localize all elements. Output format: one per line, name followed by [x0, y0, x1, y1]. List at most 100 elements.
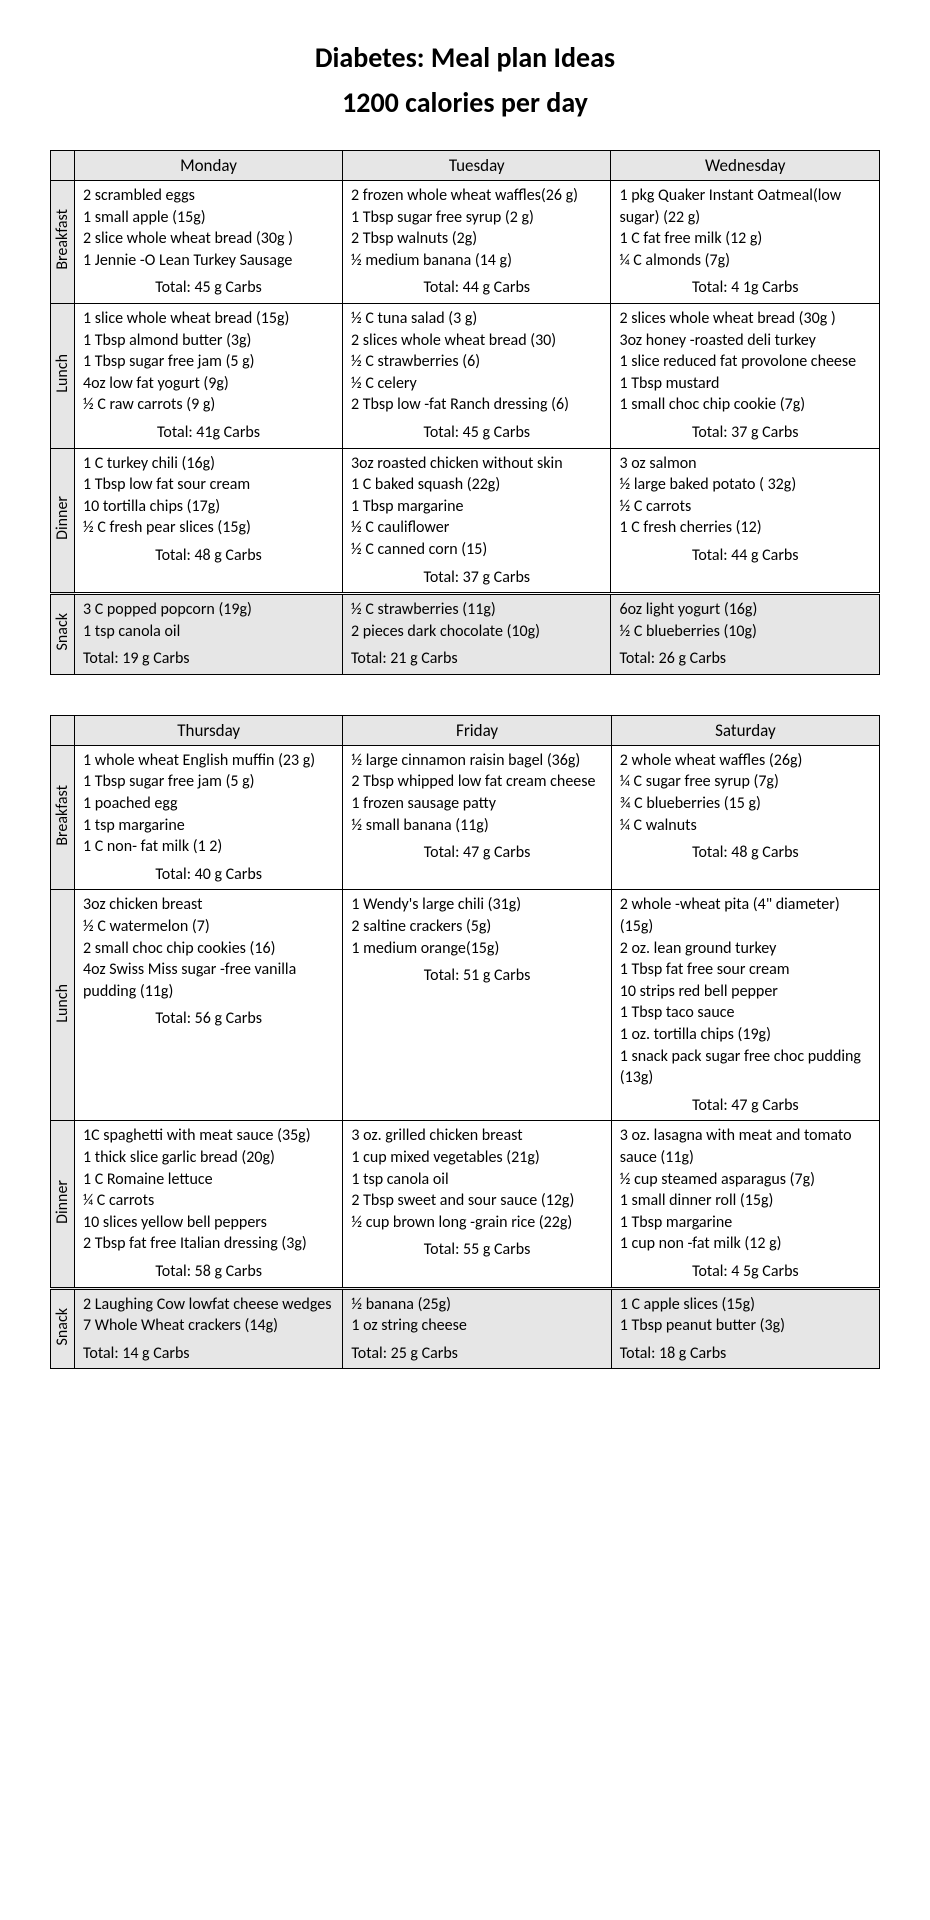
meal-item: 1 Tbsp fat free sour cream — [620, 959, 871, 981]
meal-item: 1 slice whole wheat bread (15g) — [83, 308, 334, 330]
meal-item: 1 Tbsp sugar free jam (5 g) — [83, 771, 334, 793]
meal-item: ½ large baked potato ( 32g) — [619, 474, 871, 496]
meal-total: Total: 41g Carbs — [83, 416, 334, 444]
meal-item: 1 C fat free milk (12 g) — [619, 228, 871, 250]
meal-items: ½ C strawberries (11g)2 pieces dark choc… — [351, 599, 602, 642]
meal-cell: ½ large cinnamon raisin bagel (36g)2 Tbs… — [343, 745, 611, 890]
meal-cell: 2 scrambled eggs1 small apple (15g)2 sli… — [75, 181, 343, 304]
meal-item: ½ cup brown long -grain rice (22g) — [351, 1212, 602, 1234]
meal-items: 2 scrambled eggs1 small apple (15g)2 sli… — [83, 185, 334, 271]
meal-items: 1 slice whole wheat bread (15g)1 Tbsp al… — [83, 308, 334, 416]
meal-item: 1 cup mixed vegetables (21g) — [351, 1147, 602, 1169]
meal-total: Total: 4 5g Carbs — [620, 1255, 871, 1283]
meal-item: 2 pieces dark chocolate (10g) — [351, 621, 602, 643]
meal-total: Total: 37 g Carbs — [351, 561, 602, 589]
meal-item: 3 oz. lasagna with meat and tomato sauce… — [620, 1125, 871, 1168]
meal-item: 2 Tbsp fat free Italian dressing (3g) — [83, 1233, 334, 1255]
meal-label-text: Breakfast — [51, 777, 74, 854]
meal-item: 2 Tbsp whipped low fat cream cheese — [351, 771, 602, 793]
meal-total: Total: 44 g Carbs — [351, 271, 602, 299]
day-header: Monday — [75, 151, 343, 181]
meal-item: 1 slice reduced fat provolone cheese — [619, 351, 871, 373]
meal-item: 1 cup non -fat milk (12 g) — [620, 1233, 871, 1255]
meal-item: 1 pkg Quaker Instant Oatmeal(low sugar) … — [619, 185, 871, 228]
meal-item: 10 strips red bell pepper — [620, 981, 871, 1003]
meal-item: ½ C strawberries (6) — [351, 351, 602, 373]
meal-label: Breakfast — [51, 745, 75, 890]
meal-total: Total: 19 g Carbs — [83, 642, 334, 670]
meal-item: ½ C watermelon (7) — [83, 916, 334, 938]
meal-total: Total: 47 g Carbs — [351, 836, 602, 864]
meal-label: Snack — [51, 594, 75, 675]
meal-item: 10 slices yellow bell peppers — [83, 1212, 334, 1234]
meal-label-text: Dinner — [51, 1172, 74, 1232]
meal-item: 1 small dinner roll (15g) — [620, 1190, 871, 1212]
meal-item: ¾ C blueberries (15 g) — [620, 793, 871, 815]
meal-total: Total: 25 g Carbs — [351, 1337, 602, 1365]
meal-item: 1 frozen sausage patty — [351, 793, 602, 815]
meal-item: ¼ C carrots — [83, 1190, 334, 1212]
meal-label: Dinner — [51, 1121, 75, 1288]
meal-total: Total: 56 g Carbs — [83, 1002, 334, 1030]
meal-cell: 1 whole wheat English muffin (23 g)1 Tbs… — [75, 745, 343, 890]
meal-items: 1 pkg Quaker Instant Oatmeal(low sugar) … — [619, 185, 871, 271]
meal-item: 1 Tbsp sugar free syrup (2 g) — [351, 207, 602, 229]
meal-item: 2 saltine crackers (5g) — [351, 916, 602, 938]
meal-items: 3oz chicken breast½ C watermelon (7)2 sm… — [83, 894, 334, 1002]
meal-item: 2 frozen whole wheat waffles(26 g) — [351, 185, 602, 207]
meal-total: Total: 48 g Carbs — [620, 836, 871, 864]
meal-item: ½ medium banana (14 g) — [351, 250, 602, 272]
meal-item: ½ C canned corn (15) — [351, 539, 602, 561]
meal-total: Total: 55 g Carbs — [351, 1233, 602, 1261]
meal-item: ¼ C sugar free syrup (7g) — [620, 771, 871, 793]
meal-item: 1 thick slice garlic bread (20g) — [83, 1147, 334, 1169]
meal-item: 3oz chicken breast — [83, 894, 334, 916]
meal-item: 1 Tbsp low fat sour cream — [83, 474, 334, 496]
meal-items: 2 Laughing Cow lowfat cheese wedges7 Who… — [83, 1294, 334, 1337]
meal-cell: 1 pkg Quaker Instant Oatmeal(low sugar) … — [611, 181, 880, 304]
meal-items: ½ banana (25g)1 oz string cheese — [351, 1294, 602, 1337]
meal-item: 3 oz salmon — [619, 453, 871, 475]
meal-item: 3 C popped popcorn (19g) — [83, 599, 334, 621]
meal-label-text: Snack — [51, 605, 74, 658]
meal-item: 1 Tbsp almond butter (3g) — [83, 330, 334, 352]
meal-total: Total: 47 g Carbs — [620, 1089, 871, 1117]
meal-cell: 1 C apple slices (15g)1 Tbsp peanut butt… — [611, 1288, 879, 1369]
meal-total: Total: 14 g Carbs — [83, 1337, 334, 1365]
meal-item: 2 slices whole wheat bread (30g ) — [619, 308, 871, 330]
meal-items: 3 C popped popcorn (19g)1 tsp canola oil — [83, 599, 334, 642]
meal-items: 2 whole wheat waffles (26g)¼ C sugar fre… — [620, 750, 871, 836]
meal-items: 1C spaghetti with meat sauce (35g)1 thic… — [83, 1125, 334, 1255]
meal-item: 1 C turkey chili (16g) — [83, 453, 334, 475]
meal-items: 3 oz. grilled chicken breast1 cup mixed … — [351, 1125, 602, 1233]
meal-item: 1 tsp margarine — [83, 815, 334, 837]
meal-item: 6oz light yogurt (16g) — [619, 599, 871, 621]
meal-item: ½ C tuna salad (3 g) — [351, 308, 602, 330]
meal-item: ½ C carrots — [619, 496, 871, 518]
meal-item: 1 poached egg — [83, 793, 334, 815]
meal-item: 1 Jennie -O Lean Turkey Sausage — [83, 250, 334, 272]
meal-item: 1 C apple slices (15g) — [620, 1294, 871, 1316]
meal-label: Breakfast — [51, 181, 75, 304]
meal-item: 1 snack pack sugar free choc pudding (13… — [620, 1046, 871, 1089]
meal-label: Dinner — [51, 448, 75, 594]
meal-items: ½ C tuna salad (3 g)2 slices whole wheat… — [351, 308, 602, 416]
corner-cell — [51, 715, 75, 745]
meal-total: Total: 58 g Carbs — [83, 1255, 334, 1283]
day-header: Tuesday — [343, 151, 611, 181]
meal-item: 1 Tbsp taco sauce — [620, 1002, 871, 1024]
meal-items: 2 whole -wheat pita (4" diameter) (15g)2… — [620, 894, 871, 1088]
meal-item: ¼ C almonds (7g) — [619, 250, 871, 272]
meal-cell: 6oz light yogurt (16g)½ C blueberries (1… — [611, 594, 880, 675]
meal-items: 1 C turkey chili (16g)1 Tbsp low fat sou… — [83, 453, 334, 539]
tables-container: MondayTuesdayWednesdayBreakfast2 scrambl… — [50, 150, 880, 1369]
meal-item: 1 small apple (15g) — [83, 207, 334, 229]
meal-item: 1 medium orange(15g) — [351, 938, 602, 960]
meal-item: 2 Tbsp walnuts (2g) — [351, 228, 602, 250]
meal-label-text: Breakfast — [51, 201, 74, 278]
meal-total: Total: 21 g Carbs — [351, 642, 602, 670]
meal-item: 1 oz. tortilla chips (19g) — [620, 1024, 871, 1046]
meal-label-text: Lunch — [51, 346, 74, 401]
meal-cell: 3oz roasted chicken without skin1 C bake… — [343, 448, 611, 594]
meal-item: ½ cup steamed asparagus (7g) — [620, 1169, 871, 1191]
